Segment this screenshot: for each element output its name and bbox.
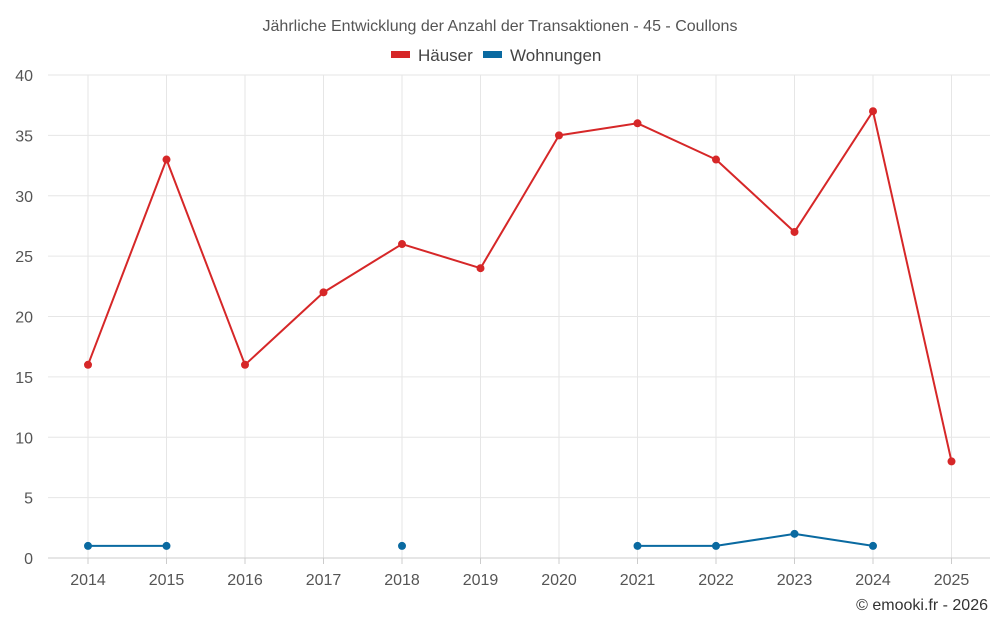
x-tick-label: 2015: [149, 572, 185, 589]
data-point-houses[interactable]: [84, 360, 92, 369]
x-axis-ticks: 2014 2015 2016 2017 2018 2019 2020 2021 2022 2023…: [70, 558, 969, 589]
y-tick-label: 30: [15, 189, 33, 206]
legend-item-apartments[interactable]: Wohnungen: [483, 46, 601, 65]
x-tick-label: 2022: [698, 572, 734, 589]
data-point-houses[interactable]: [162, 155, 171, 164]
x-tick-label: 2024: [855, 572, 891, 589]
data-point-houses[interactable]: [319, 288, 328, 297]
data-point-houses[interactable]: [869, 107, 877, 116]
y-tick-label: 25: [15, 249, 33, 266]
y-tick-label: 40: [15, 68, 33, 85]
credit-text: © emooki.fr - 2026: [856, 597, 988, 614]
data-point-houses[interactable]: [633, 119, 642, 128]
x-tick-label: 2025: [934, 572, 970, 589]
data-point-houses[interactable]: [398, 240, 406, 249]
x-tick-label: 2019: [463, 572, 499, 589]
data-point-houses[interactable]: [947, 457, 956, 466]
data-point-apartments[interactable]: [398, 541, 406, 550]
x-gridlines: [87, 75, 952, 558]
chart-title: Jährliche Entwicklung der Anzahl der Tra…: [263, 18, 738, 35]
y-tick-label: 35: [15, 128, 33, 145]
legend-swatch-houses: [391, 51, 410, 58]
series-houses: [84, 107, 956, 466]
x-tick-label: 2016: [227, 572, 263, 589]
y-axis-ticks: 0 5 10 15 20 25 30 35 40: [15, 68, 33, 568]
data-point-apartments[interactable]: [790, 529, 799, 538]
y-tick-label: 0: [24, 551, 33, 568]
y-tick-label: 20: [15, 310, 33, 327]
data-point-houses[interactable]: [241, 360, 249, 369]
series-apartments: [84, 529, 877, 550]
data-point-apartments[interactable]: [633, 541, 642, 550]
y-tick-label: 15: [15, 370, 33, 387]
legend-swatch-apartments: [483, 51, 502, 58]
data-point-apartments[interactable]: [162, 541, 171, 550]
legend-item-houses[interactable]: Häuser: [391, 46, 473, 65]
x-tick-label: 2018: [384, 572, 420, 589]
series-layer: [84, 107, 956, 550]
y-gridlines: [48, 74, 990, 559]
x-tick-label: 2021: [620, 572, 656, 589]
x-tick-label: 2023: [777, 572, 813, 589]
legend-label-apartments: Wohnungen: [510, 46, 601, 65]
data-point-houses[interactable]: [476, 264, 485, 273]
legend: Häuser Wohnungen: [391, 46, 601, 65]
data-point-apartments[interactable]: [712, 541, 720, 550]
series-line-apartments: [637, 532, 874, 547]
data-point-houses[interactable]: [712, 155, 720, 164]
data-point-apartments[interactable]: [84, 541, 92, 550]
data-point-houses[interactable]: [790, 227, 799, 236]
x-tick-label: 2020: [541, 572, 577, 589]
legend-label-houses: Häuser: [418, 46, 473, 65]
series-line-houses: [87, 110, 953, 462]
data-point-apartments[interactable]: [869, 541, 877, 550]
y-tick-label: 5: [24, 491, 33, 508]
x-tick-label: 2014: [70, 572, 106, 589]
y-tick-label: 10: [15, 430, 33, 447]
x-tick-label: 2017: [306, 572, 342, 589]
data-point-houses[interactable]: [555, 131, 563, 140]
